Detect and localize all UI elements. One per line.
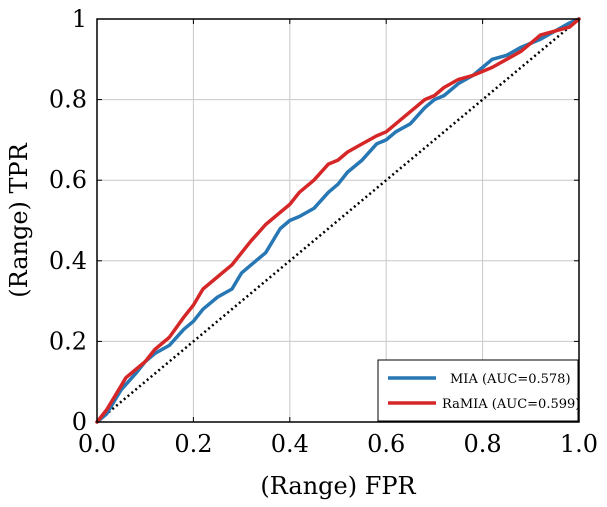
x-tick-label: 0.0	[78, 430, 116, 458]
legend: MIA (AUC=0.578) RaMIA (AUC=0.599)	[377, 359, 580, 422]
y-tick-label: 1	[72, 5, 87, 33]
y-tick-label: 0.2	[49, 327, 87, 355]
x-tick-label: 0.2	[174, 430, 212, 458]
legend-box	[377, 359, 579, 422]
series-layer	[95, 17, 581, 424]
series-line-mia	[95, 17, 581, 424]
x-tick-label: 0.4	[271, 430, 309, 458]
x-tick-label: 0.8	[464, 430, 502, 458]
legend-label-mia: MIA (AUC=0.578)	[450, 372, 571, 387]
y-tick-label: 0	[72, 408, 87, 436]
x-axis-label: (Range) FPR	[260, 472, 416, 500]
y-axis-label: (Range) TPR	[5, 142, 33, 297]
y-tick-label: 0.4	[49, 247, 87, 275]
series-line-ramia	[95, 17, 581, 424]
y-tick-label: 0.6	[49, 166, 87, 194]
plot-frame	[96, 18, 580, 423]
legend-label-ramia: RaMIA (AUC=0.599)	[442, 397, 580, 412]
x-tick-label: 1.0	[560, 430, 598, 458]
y-tick-label: 0.8	[49, 86, 87, 114]
x-tick-label: 0.6	[367, 430, 405, 458]
tick-labels: 0.0 0.2 0.4 0.6 0.8 1.0 0 0.2 0.4 0.6 0.8 1	[49, 5, 598, 458]
